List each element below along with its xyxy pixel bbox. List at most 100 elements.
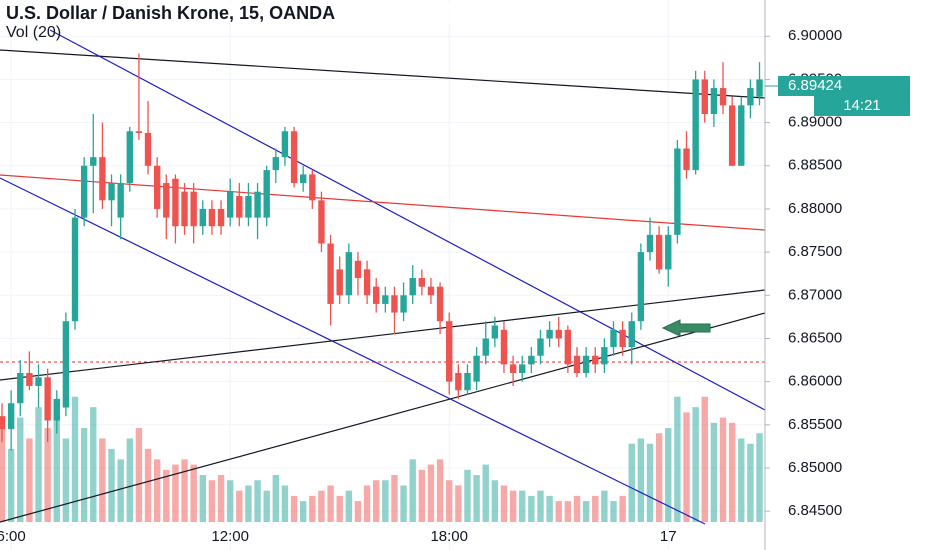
volume-bar xyxy=(509,490,517,522)
volume-bar xyxy=(582,501,590,522)
volume-bar xyxy=(309,495,316,522)
candle-body xyxy=(719,88,727,106)
candle-body xyxy=(455,372,462,391)
volume-bar xyxy=(0,428,6,522)
candle-body xyxy=(391,295,398,313)
candle-body xyxy=(747,88,754,106)
volume-bar xyxy=(427,464,435,522)
volume-bar xyxy=(236,490,243,522)
candle-body xyxy=(592,355,599,365)
candle-body xyxy=(327,243,334,304)
volume-bar xyxy=(409,459,416,522)
candle-body xyxy=(418,278,426,287)
candle-body xyxy=(80,165,88,218)
candle-body xyxy=(619,329,626,348)
volume-bar xyxy=(62,438,70,522)
candle-body xyxy=(601,347,608,365)
y-tick-label: 6.86500 xyxy=(788,329,842,346)
candle-body xyxy=(172,178,179,227)
candle-body xyxy=(153,165,161,209)
volume-bar xyxy=(153,459,161,522)
candle-body xyxy=(108,183,115,201)
candle-body xyxy=(309,174,316,201)
y-tick-label: 6.88000 xyxy=(788,200,842,217)
volume-bar xyxy=(573,495,581,522)
y-tick-label: 6.87500 xyxy=(788,243,842,260)
candle-body xyxy=(373,286,380,304)
volume-bar xyxy=(245,485,252,522)
candle-body xyxy=(655,234,663,270)
volume-bar xyxy=(601,490,608,522)
volume-bar xyxy=(674,396,681,522)
volume-bar xyxy=(35,407,42,522)
candle-body xyxy=(573,355,581,373)
candle-body xyxy=(35,377,42,386)
candle-body xyxy=(345,252,353,296)
y-tick-label: 6.85000 xyxy=(788,459,842,476)
volume-bar xyxy=(738,438,745,522)
volume-bar xyxy=(628,443,635,522)
candle-body xyxy=(126,131,133,184)
volume-bar xyxy=(254,480,261,522)
volume-bar xyxy=(7,448,15,522)
volume-bar xyxy=(90,407,97,522)
volume-bar xyxy=(537,490,544,522)
volume-bar xyxy=(765,428,771,522)
candle-body xyxy=(683,148,690,171)
candle-body xyxy=(628,321,635,348)
volume-bar xyxy=(464,469,471,522)
candle-body xyxy=(190,191,197,227)
candle-body xyxy=(263,170,270,218)
volume-bar xyxy=(728,422,736,522)
candle-body xyxy=(637,252,645,322)
volume-bar xyxy=(592,495,599,522)
volume-bar xyxy=(382,480,389,522)
volume-bar xyxy=(500,485,508,522)
candle-body xyxy=(62,321,70,408)
candle-body xyxy=(181,191,188,227)
volume-bar xyxy=(373,480,380,522)
volume-bar xyxy=(528,495,535,522)
volume-bar xyxy=(564,501,572,522)
volume-bar xyxy=(655,433,663,522)
candle-body xyxy=(71,217,79,322)
trend-line xyxy=(0,312,765,523)
volume-bar xyxy=(436,459,444,522)
volume-bar xyxy=(199,475,206,522)
candle-body xyxy=(446,321,453,382)
candle-body xyxy=(546,329,553,339)
countdown-label: 14:21 xyxy=(843,97,881,114)
volume-bar xyxy=(692,407,699,522)
volume-bar xyxy=(446,480,453,522)
volume-bar xyxy=(299,501,307,522)
volume-bar xyxy=(354,501,362,522)
candle-body xyxy=(382,295,389,304)
volume-bar xyxy=(473,475,480,522)
volume-bar xyxy=(363,485,371,522)
candle-body xyxy=(7,403,15,430)
volume-bar xyxy=(400,485,407,522)
price-box xyxy=(778,75,910,96)
volume-bar xyxy=(217,475,225,522)
volume-bar xyxy=(336,495,343,522)
y-tick-label: 6.84500 xyxy=(788,502,842,519)
volume-bar xyxy=(555,501,562,522)
candle-body xyxy=(90,157,97,166)
candle-body xyxy=(99,157,106,201)
candle-body xyxy=(436,286,444,322)
candle-body xyxy=(236,195,243,218)
candle-body xyxy=(646,234,654,253)
volume-bar xyxy=(747,443,754,522)
candle-body xyxy=(281,131,289,158)
candle-body xyxy=(701,79,708,114)
volume-label: Vol (20) xyxy=(6,24,61,41)
volume-bar xyxy=(610,501,617,522)
candle-body xyxy=(473,355,480,382)
volume-bar xyxy=(683,412,690,522)
y-tick-label: 6.89000 xyxy=(788,114,842,131)
candle-body xyxy=(44,377,51,421)
trend-line xyxy=(0,174,765,231)
candle-body xyxy=(254,191,261,218)
volume-bar xyxy=(144,448,152,522)
